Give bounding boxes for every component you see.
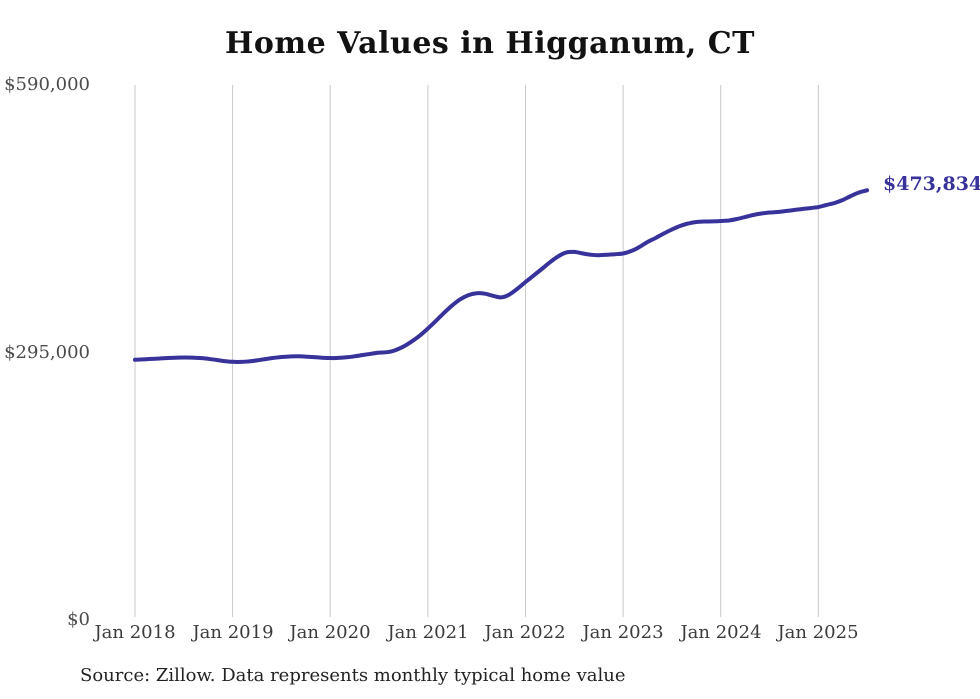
y-tick-label: $295,000 — [4, 342, 90, 363]
x-tick-label: Jan 2018 — [94, 622, 176, 643]
x-tick-label: Jan 2021 — [387, 622, 469, 643]
x-tick-label: Jan 2023 — [582, 622, 664, 643]
source-note: Source: Zillow. Data represents monthly … — [80, 665, 626, 686]
y-tick-label: $0 — [67, 609, 90, 630]
x-tick-label: Jan 2020 — [289, 622, 371, 643]
home-value-line — [133, 188, 870, 364]
latest-value-label: $473,834 — [883, 173, 980, 195]
x-tick-label: Jan 2025 — [777, 622, 859, 643]
x-tick-label: Jan 2022 — [484, 622, 566, 643]
y-tick-label: $590,000 — [4, 74, 90, 95]
gridlines — [134, 85, 819, 617]
x-tick-label: Jan 2024 — [680, 622, 762, 643]
x-tick-label: Jan 2019 — [192, 622, 274, 643]
chart-title: Home Values in Higganum, CT — [225, 26, 755, 61]
